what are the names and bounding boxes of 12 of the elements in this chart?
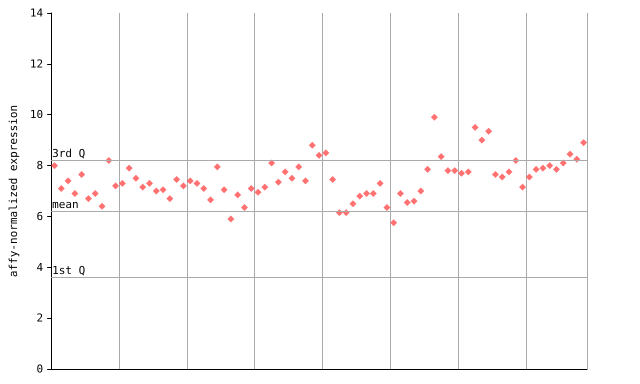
y-tick-label: 8 (36, 159, 44, 172)
ref-line-label: 1st Q (52, 264, 86, 277)
ref-line-label: 3rd Q (52, 146, 86, 160)
y-tick-label: 4 (36, 260, 44, 274)
y-tick-label: 12 (30, 57, 44, 70)
y-tick-label: 10 (30, 108, 44, 122)
y-tick-label: 2 (36, 312, 44, 325)
y-tick-label: 14 (30, 6, 44, 20)
y-tick-label: 6 (36, 210, 44, 223)
y-tick-label: 0 (36, 362, 44, 376)
y-axis-title: affy-normalized expression (7, 104, 20, 278)
ref-line-label: mean (52, 198, 79, 212)
